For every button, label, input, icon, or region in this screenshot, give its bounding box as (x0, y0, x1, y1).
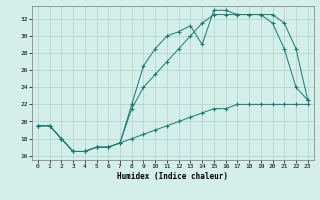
X-axis label: Humidex (Indice chaleur): Humidex (Indice chaleur) (117, 172, 228, 181)
